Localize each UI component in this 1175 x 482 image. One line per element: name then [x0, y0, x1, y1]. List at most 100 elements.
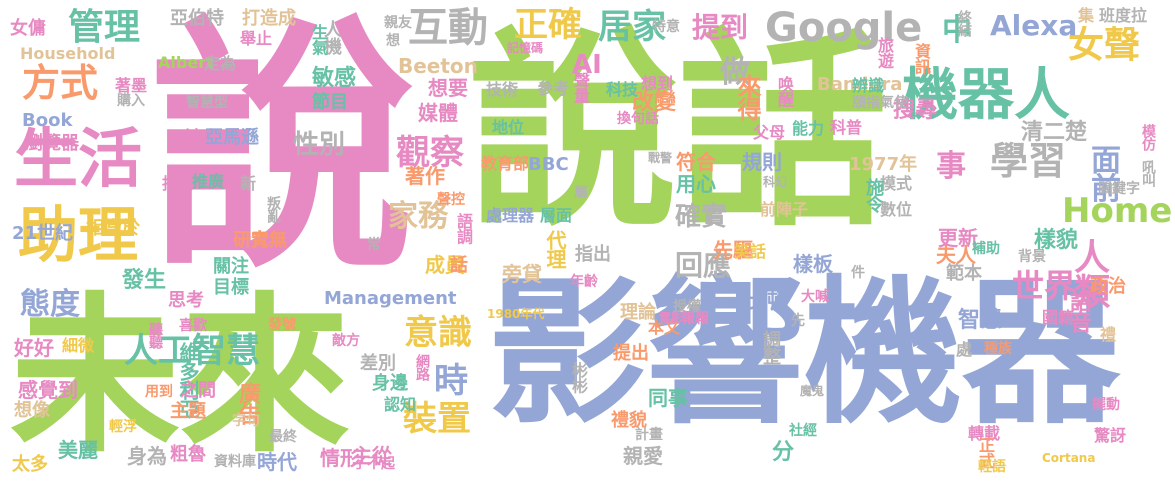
word: 智慧 [958, 308, 1003, 333]
word: 理論 [620, 302, 656, 323]
word: 字句 [232, 413, 260, 429]
word: 互動 [408, 5, 488, 51]
word: 購入 [117, 93, 145, 109]
word: 父母 [753, 123, 786, 142]
word: 班度拉 [1099, 6, 1148, 25]
word: 說 [150, 0, 415, 304]
word: 規則 [742, 150, 782, 174]
word: 處 [956, 340, 973, 359]
word: 發生 [122, 268, 167, 293]
word: 禮 [1100, 325, 1117, 344]
word: 推廣 [192, 172, 225, 191]
word: 科幻 [763, 175, 788, 189]
word: BBC [528, 154, 569, 175]
word: 更新 [938, 226, 978, 250]
word: 人工智慧 [124, 331, 260, 371]
word: 美麗 [58, 438, 98, 462]
word: 輕語 [978, 459, 1006, 475]
word: 之間 [180, 380, 216, 401]
word: AI [572, 50, 602, 80]
word: 背景 [1018, 249, 1046, 265]
word: 彬彬 [569, 362, 588, 393]
word: 聲量 [571, 72, 590, 103]
word: 粗魯 [170, 444, 206, 465]
word: 最終 [269, 429, 297, 445]
word: 同事 [648, 386, 688, 410]
word: 回應 [675, 249, 732, 282]
word: 集 [1078, 6, 1095, 25]
word: 新 [240, 174, 257, 193]
word: 比頓 [745, 290, 790, 315]
word: 感覺到 [18, 378, 78, 402]
word: Household [20, 44, 116, 63]
word: 頤指氣使 [852, 95, 908, 111]
word: 時代 [257, 450, 297, 474]
word: 說話 [468, 10, 889, 255]
word: 關注 [213, 256, 249, 277]
word: 唤醒 [775, 76, 794, 107]
word: 技術 [486, 80, 519, 99]
word: 時 [434, 361, 468, 401]
word: 學習 [990, 139, 1067, 183]
word: 關鍵字 [1098, 181, 1140, 197]
word: 搜尋 [893, 98, 938, 123]
word: 女傭 [10, 18, 46, 39]
word: 了不起 [353, 456, 395, 472]
word: 參考 [537, 79, 570, 98]
word: 細微 [62, 336, 95, 355]
word: 想要 [428, 76, 468, 100]
word: 旅遊 [875, 37, 894, 68]
word: 政治 [1090, 276, 1126, 297]
word: 樣貌 [1034, 228, 1079, 253]
word: 改變 [632, 90, 677, 115]
word: 輕浮 [109, 419, 137, 435]
word: 智慧型 [186, 95, 228, 111]
word: 樣板 [793, 252, 833, 276]
word: 屬 [574, 185, 588, 201]
word: 亞馬遜 [205, 127, 259, 148]
word: Home [1062, 191, 1173, 231]
word: 笑話 [734, 242, 767, 261]
word: 先驅 [713, 238, 753, 262]
word: 聲控 [437, 192, 465, 208]
word: 助理 [18, 201, 138, 271]
word: 差別 [360, 353, 396, 374]
word: 事 [936, 149, 966, 184]
word: 1980年代 [487, 307, 545, 321]
word: 21世紀 [12, 223, 74, 244]
word: 常 [367, 237, 381, 253]
word: 青無 [251, 230, 287, 251]
word: 敵方 [332, 333, 360, 349]
word: 資料庫 [214, 454, 256, 470]
word: 媒體 [418, 101, 458, 125]
word: 機器人 [902, 63, 1070, 128]
word: 確實 [675, 202, 728, 232]
word: 清二楚 [1021, 120, 1088, 145]
word: 認知 [384, 395, 417, 414]
word: 地位 [492, 118, 525, 137]
word: 夫人 [936, 243, 976, 267]
word: 聽聽 [147, 322, 163, 349]
word: 話 [450, 255, 468, 276]
word: 生氣 [309, 24, 328, 55]
word: 前陣子 [760, 200, 809, 219]
word: 著墨 [115, 76, 148, 95]
word: 禮貌 [611, 410, 647, 431]
word: 裝置 [403, 399, 471, 439]
word: 維多利亞 [176, 342, 200, 418]
word: 符合 [676, 150, 716, 174]
word: 研究 [233, 230, 269, 251]
word: 記憶碼 [507, 41, 544, 55]
word: 種族 [984, 341, 1012, 357]
word: 施令 [863, 178, 884, 213]
word: Bandura [817, 74, 903, 95]
word: 指南 [162, 174, 195, 193]
word: 想像 [14, 400, 50, 421]
word: 能力 [792, 119, 825, 138]
word: 思考 [168, 290, 204, 311]
word: 打造成 [242, 8, 296, 29]
word: 數位 [880, 200, 913, 219]
word: Alexa [990, 9, 1078, 42]
word: 網路 [414, 354, 430, 381]
